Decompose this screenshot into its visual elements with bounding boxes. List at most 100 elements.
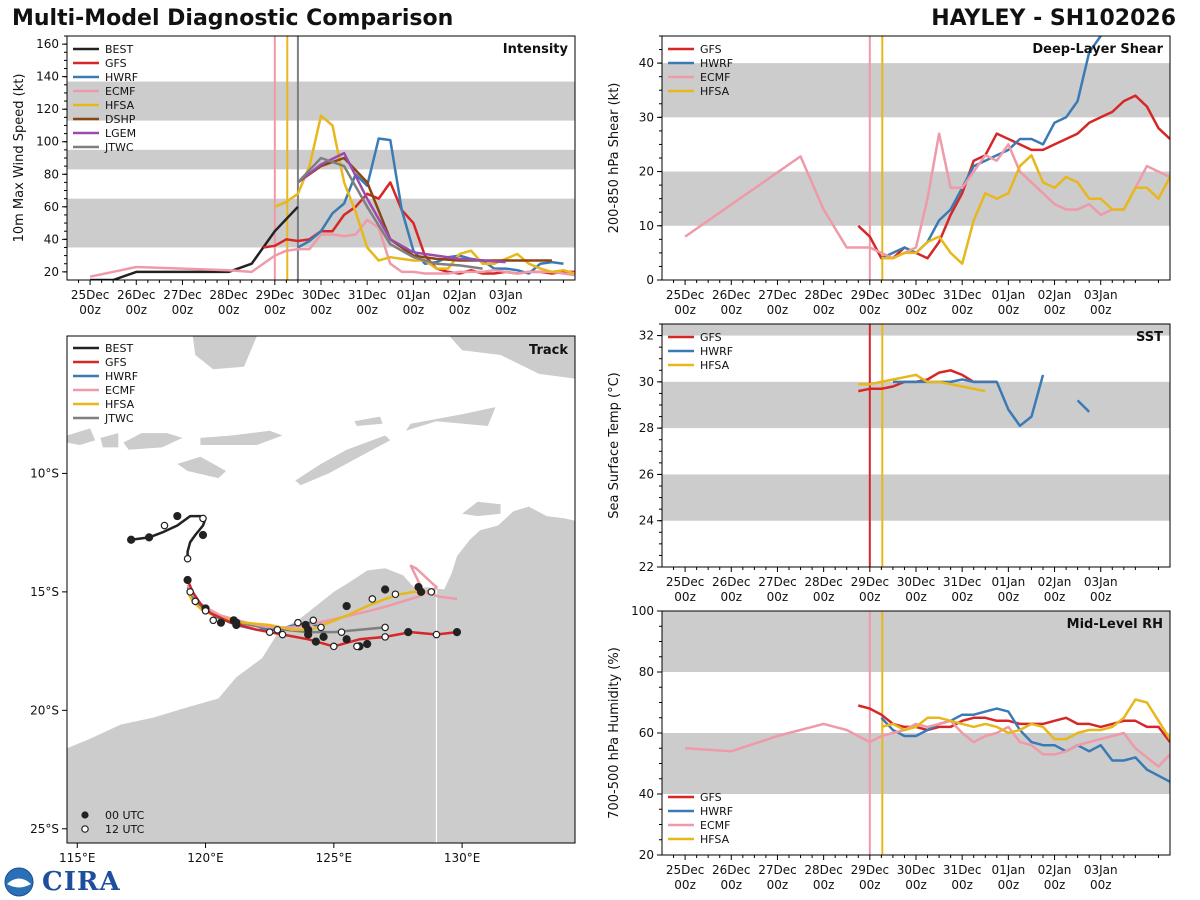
series-group	[858, 369, 1091, 428]
series-line-hfsa	[274, 114, 575, 275]
series-line-lgem	[297, 151, 506, 264]
storm-id-title: HAYLEY - SH102026	[931, 6, 1176, 31]
land-flores	[200, 430, 283, 445]
x-tick-label-hour: 00z	[403, 303, 425, 317]
track-point-12utc	[278, 630, 287, 639]
x-tick-label-day: 30Dec	[897, 288, 936, 302]
x-tick-label-hour: 00z	[674, 878, 696, 892]
legend-label-hwrf: HWRF	[105, 370, 138, 383]
cira-logo-text: CIRA	[42, 867, 121, 897]
legend-label-gfs: GFS	[105, 356, 127, 369]
track-point-00utc	[127, 535, 136, 544]
legend-label-jtwc: JTWC	[104, 141, 134, 154]
legend-label-hwrf: HWRF	[700, 805, 733, 818]
legend-label-hfsa: HFSA	[700, 85, 730, 98]
legend-label-gfs: GFS	[700, 791, 722, 804]
land-tanimbar	[405, 407, 496, 431]
x-tick-label-hour: 00z	[905, 590, 927, 604]
track-point-12utc	[309, 616, 318, 625]
panel-title: Mid-Level RH	[1067, 617, 1163, 632]
series-line-hwrf	[880, 707, 1170, 783]
x-tick-label-hour: 00z	[172, 303, 194, 317]
x-tick-label-day: 25Dec	[71, 288, 110, 302]
x-tick-label-day: 25Dec	[666, 288, 705, 302]
track-point-12utc	[294, 618, 302, 627]
y-axis-label: 700-500 hPa Humidity (%)	[607, 647, 622, 819]
track-point-00utc	[452, 628, 462, 637]
x-tick-label-day: 29Dec	[851, 575, 890, 589]
x-tick-label-hour: 00z	[998, 590, 1020, 604]
x-tick-label-hour: 00z	[813, 590, 835, 604]
panel-title: Track	[529, 343, 568, 358]
lon-tick-label: 125°E	[316, 851, 353, 865]
lon-tick-label: 120°E	[187, 851, 224, 865]
land-sumbawa	[123, 433, 183, 450]
x-tick-label-hour: 00z	[356, 303, 378, 317]
track-point-12utc	[368, 595, 377, 603]
shaded-band	[662, 611, 1170, 672]
x-tick-label-day: 31Dec	[943, 288, 982, 302]
legend-label-dshp: DSHP	[105, 113, 136, 126]
land-tiwi-islands	[462, 501, 501, 517]
land-new-guinea	[449, 336, 575, 379]
track-point-00utc	[404, 628, 413, 637]
x-tick-label-day: 02Jan	[443, 288, 477, 302]
x-tick-label-hour: 00z	[767, 590, 789, 604]
x-tick-label-hour: 00z	[264, 303, 286, 317]
track-point-12utc	[186, 588, 194, 596]
legend-label-gfs: GFS	[105, 57, 127, 70]
shaded-band	[662, 171, 1170, 226]
land-wetar	[354, 416, 383, 426]
lat-tick-label: 20°S	[30, 703, 59, 717]
x-tick-label-day: 29Dec	[851, 863, 890, 877]
series-line-ecmf	[89, 218, 575, 278]
track-point-12utc	[330, 642, 338, 651]
y-tick-label: 80	[44, 167, 59, 181]
panel-intensity: 2040608010012014016025Dec00z26Dec00z27De…	[12, 35, 576, 317]
y-tick-label: 40	[639, 56, 654, 70]
x-tick-label-hour: 00z	[1090, 878, 1112, 892]
x-tick-label-hour: 00z	[310, 303, 332, 317]
land-sumba	[177, 456, 227, 479]
x-tick-label-day: 29Dec	[256, 288, 295, 302]
track-point-00utc	[319, 632, 328, 641]
track-point-12utc	[273, 625, 282, 634]
track-point-00utc	[311, 637, 320, 646]
track-point-00utc	[416, 587, 426, 596]
x-tick-label-day: 27Dec	[758, 288, 797, 302]
track-point-00utc	[198, 530, 208, 540]
y-tick-label: 80	[639, 665, 654, 679]
shaded-band	[67, 81, 575, 121]
series-line-dshp	[297, 156, 552, 262]
y-tick-label: 100	[631, 604, 654, 618]
legend-label-lgem: LGEM	[105, 127, 136, 140]
series-line-hfsa	[858, 373, 986, 393]
y-tick-label: 60	[44, 200, 59, 214]
x-tick-label-hour: 00z	[813, 878, 835, 892]
legend-label-00utc: 00 UTC	[105, 809, 145, 822]
x-tick-label-day: 29Dec	[851, 288, 890, 302]
track-point-00utc	[173, 511, 182, 521]
x-tick-label-hour: 00z	[674, 303, 696, 317]
x-tick-label-hour: 00z	[720, 878, 742, 892]
lon-tick-label: 130°E	[444, 851, 481, 865]
legend-label-ecmf: ECMF	[105, 384, 135, 397]
track-point-12utc	[265, 628, 274, 636]
lat-tick-label: 25°S	[30, 822, 59, 836]
x-tick-label-hour: 00z	[767, 303, 789, 317]
legend-label-hwrf: HWRF	[105, 71, 138, 84]
x-tick-label-day: 30Dec	[897, 575, 936, 589]
x-tick-label-day: 25Dec	[666, 863, 705, 877]
shaded-band	[662, 474, 1170, 521]
track-point-00utc	[304, 625, 313, 634]
x-tick-label-day: 31Dec	[348, 288, 387, 302]
shaded-band	[67, 198, 575, 248]
x-tick-label-day: 25Dec	[666, 575, 705, 589]
legend-label-gfs: GFS	[700, 331, 722, 344]
map-layer	[67, 336, 575, 843]
x-tick-label-hour: 00z	[998, 303, 1020, 317]
track-point-00utc	[363, 639, 372, 649]
y-tick-label: 40	[44, 232, 59, 246]
land-sulawesi	[192, 336, 257, 370]
x-tick-label-day: 26Dec	[117, 288, 156, 302]
